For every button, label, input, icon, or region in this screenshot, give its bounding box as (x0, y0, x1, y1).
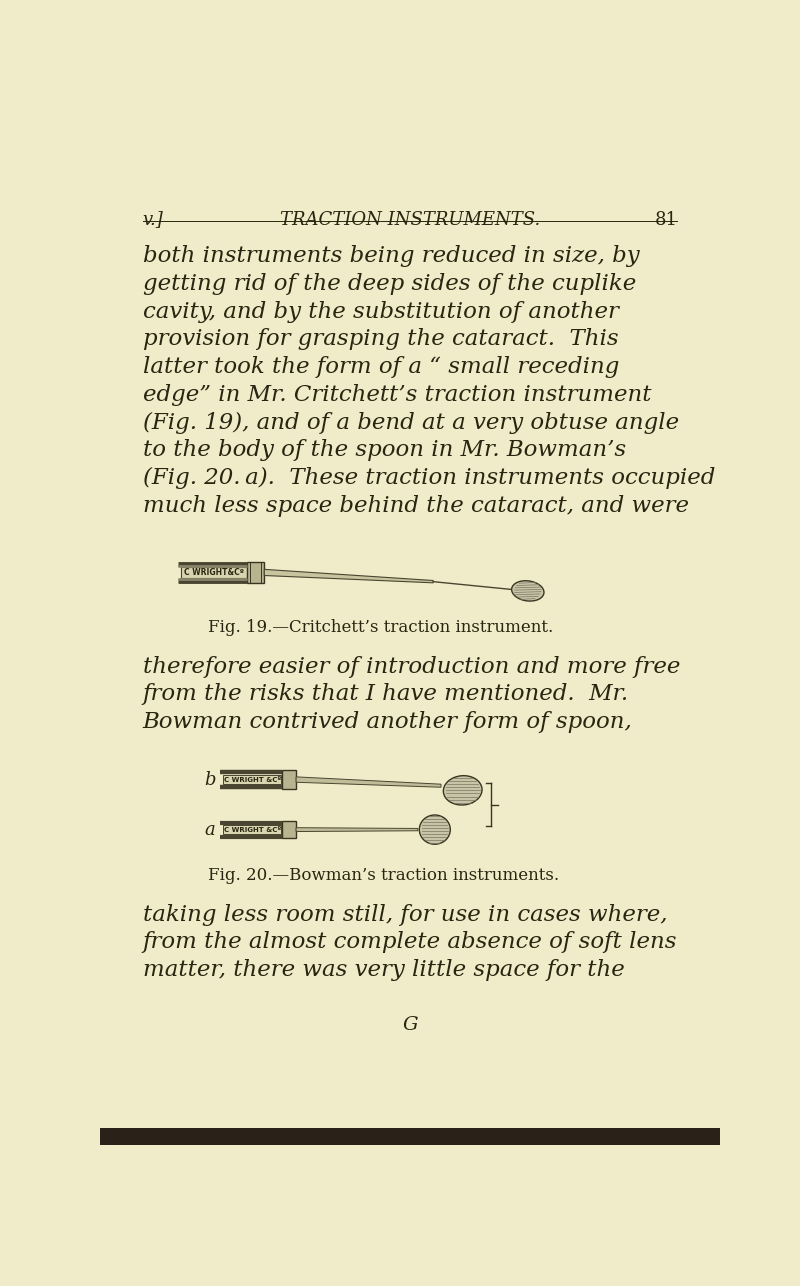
Text: taking less room still, for use in cases where,: taking less room still, for use in cases… (142, 904, 667, 926)
Text: G: G (402, 1016, 418, 1034)
Text: b: b (205, 770, 216, 788)
Text: (Fig. 19), and of a bend at a very obtuse angle: (Fig. 19), and of a bend at a very obtus… (142, 412, 678, 433)
Text: TRACTION INSTRUMENTS.: TRACTION INSTRUMENTS. (280, 211, 540, 229)
Text: latter took the form of a “ small receding: latter took the form of a “ small recedi… (142, 356, 619, 378)
Polygon shape (264, 570, 434, 583)
Text: therefore easier of introduction and more free: therefore easier of introduction and mor… (142, 656, 680, 678)
Ellipse shape (443, 775, 482, 805)
FancyBboxPatch shape (223, 775, 282, 784)
FancyBboxPatch shape (282, 822, 296, 838)
Text: C WRIGHT&Cº: C WRIGHT&Cº (184, 568, 244, 577)
Text: to the body of the spoon in Mr. Bowman’s: to the body of the spoon in Mr. Bowman’s (142, 440, 626, 462)
Polygon shape (296, 828, 418, 832)
Text: from the almost complete absence of soft lens: from the almost complete absence of soft… (142, 931, 677, 953)
Text: getting rid of the deep sides of the cuplike: getting rid of the deep sides of the cup… (142, 273, 636, 294)
Text: Fig. 20.—Bowman’s traction instruments.: Fig. 20.—Bowman’s traction instruments. (209, 867, 560, 883)
Text: C WRIGHT &Cº: C WRIGHT &Cº (224, 827, 281, 832)
Ellipse shape (512, 581, 544, 601)
FancyBboxPatch shape (247, 562, 264, 584)
Text: edge” in Mr. Critchett’s traction instrument: edge” in Mr. Critchett’s traction instru… (142, 383, 651, 406)
Text: cavity, and by the substitution of another: cavity, and by the substitution of anoth… (142, 301, 618, 323)
FancyBboxPatch shape (223, 826, 282, 835)
Text: Bowman contrived another form of spoon,: Bowman contrived another form of spoon, (142, 711, 632, 733)
Text: a: a (205, 820, 215, 838)
FancyBboxPatch shape (182, 567, 247, 577)
Text: from the risks that I have mentioned.  Mr.: from the risks that I have mentioned. Mr… (142, 683, 629, 705)
Text: both instruments being reduced in size, by: both instruments being reduced in size, … (142, 246, 639, 267)
Text: matter, there was very little space for the: matter, there was very little space for … (142, 959, 624, 981)
Text: much less space behind the cataract, and were: much less space behind the cataract, and… (142, 495, 689, 517)
Text: (Fig. 20. a).  These traction instruments occupied: (Fig. 20. a). These traction instruments… (142, 467, 715, 489)
Bar (100, 1128, 720, 1145)
Text: C WRIGHT &Cº: C WRIGHT &Cº (224, 777, 281, 783)
Text: provision for grasping the cataract.  This: provision for grasping the cataract. Thi… (142, 328, 618, 350)
Text: Fig. 19.—Critchett’s traction instrument.: Fig. 19.—Critchett’s traction instrument… (209, 619, 554, 635)
Ellipse shape (419, 815, 450, 844)
Polygon shape (296, 777, 441, 787)
FancyBboxPatch shape (282, 770, 296, 790)
Text: v.]: v.] (142, 211, 163, 229)
Text: 81: 81 (654, 211, 678, 229)
